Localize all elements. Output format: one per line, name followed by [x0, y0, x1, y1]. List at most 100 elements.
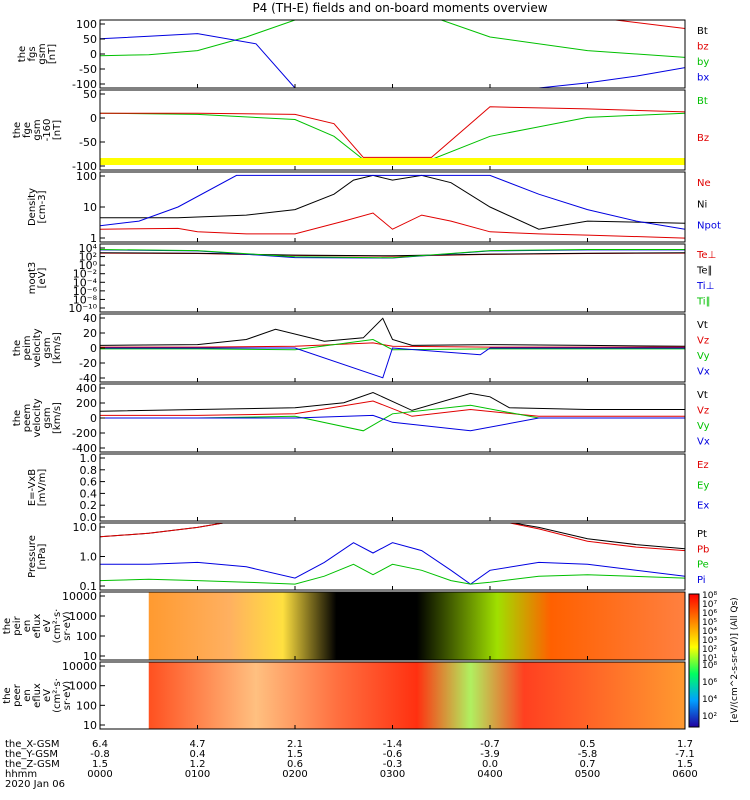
peem-ytick: -200 — [72, 427, 97, 440]
temperature-series-Te∥ — [100, 252, 685, 257]
density-legend-Ni: Ni — [697, 199, 707, 210]
pressure-ytick: 0.1 — [80, 580, 98, 593]
temperature-frame — [99, 243, 686, 313]
colorbar-tick: 10³ — [702, 636, 717, 646]
temperature-ylabel-line: moqt3 — [27, 262, 38, 295]
fge-ylabel-line: [nT] — [52, 120, 63, 140]
fge-legend-Bz: Bz — [697, 133, 709, 144]
ephem-cell: 0.5 — [580, 739, 596, 750]
peir-ylabel: thepeirenefluxeV(cm²·s·sr·eV) — [2, 609, 73, 644]
density-ytick: 10 — [83, 201, 97, 214]
fge-ylabel-line: fge — [22, 122, 33, 138]
ephem-row-label: hhmm — [5, 769, 37, 780]
fgs-ytick: -50 — [79, 63, 97, 76]
pressure-legend-Pi: Pi — [697, 575, 706, 586]
peir-ytick: 10000 — [62, 590, 97, 603]
peir-ytick: 100 — [76, 630, 97, 643]
colorbar-tick: 10⁸ — [702, 591, 717, 601]
peim-ytick: 20 — [83, 327, 97, 340]
pressure-series-Pe — [100, 563, 685, 585]
peir-ytick: 10 — [83, 650, 97, 663]
peem-legend-Vy: Vy — [697, 421, 710, 432]
colorbar2-tick: 10² — [702, 712, 717, 722]
efield-ylabel-line: [mV/m] — [37, 469, 48, 507]
density-ylabel-line: [cm-3] — [37, 190, 48, 223]
ephem-cell: 4.7 — [190, 739, 206, 750]
colorbar-tick: 10⁵ — [702, 618, 717, 628]
density-series-Ne — [100, 212, 685, 239]
ephem-cell: 0.6 — [287, 759, 303, 770]
fgs-series-by — [100, 20, 685, 58]
peim-ylabel-line: velocity — [32, 328, 43, 367]
pressure-legend-Pt: Pt — [697, 529, 707, 540]
colorbar-tick: 10¹ — [702, 654, 717, 664]
ephem-cell: 0400 — [477, 769, 502, 780]
peer-ylabel-line: en — [22, 689, 33, 702]
fgs-frame — [99, 19, 686, 89]
peim-legend-Vt: Vt — [697, 320, 708, 331]
pressure-ylabel: Pressure[nPa] — [27, 535, 48, 578]
peem-ytick: 400 — [76, 382, 97, 395]
density-frame — [99, 171, 686, 243]
peir-ylabel-line: peir — [12, 615, 23, 635]
peer-plot-area — [148, 662, 685, 729]
ephem-cell: 0100 — [185, 769, 210, 780]
temperature-series-Ti∥ — [100, 249, 685, 259]
peim-ytick: -20 — [79, 357, 97, 370]
fgs-ylabel-line: the — [17, 46, 28, 62]
peem-series-Vz — [100, 400, 685, 417]
temperature-legend-Te∥: Te∥ — [696, 266, 713, 277]
ephem-cell: 6.4 — [92, 739, 108, 750]
density-legend-Npot: Npot — [697, 221, 721, 232]
panel-peem: 400 200 0 -200 -400 thepeemvelocitygsm[km/s] V… — [12, 382, 710, 455]
pressure-series-Pi — [100, 542, 685, 585]
peem-ytick: 0 — [90, 412, 97, 425]
fge-series-Bz — [100, 106, 685, 158]
peim-ytick: -40 — [79, 372, 97, 385]
pressure-ylabel-line: Pressure — [27, 535, 38, 578]
ephem-cell: -3.9 — [480, 749, 500, 760]
panels-group: 100500-50-100thefgsgsm[nT]Btbzbybx500-50… — [2, 18, 740, 732]
efield-legend-Ex: Ex — [697, 501, 709, 512]
efield-ylabel: E=-VxB[mV/m] — [27, 469, 48, 507]
fge-ytick: 0 — [90, 112, 97, 125]
efield-ytick: 0.6 — [80, 476, 98, 489]
fge-ytick: -50 — [79, 136, 97, 149]
ephem-cell: -0.7 — [480, 739, 500, 750]
peem-legend-Vz: Vz — [697, 406, 709, 417]
density-ytick: 100 — [76, 170, 97, 183]
peer-spectrogram — [148, 662, 685, 729]
fgs-plot-area — [100, 20, 685, 88]
peem-ylabel-line: peem — [22, 404, 33, 432]
density-legend-Ne: Ne — [697, 178, 711, 189]
peem-plot-area — [100, 391, 685, 432]
temperature-ytick: 10⁻² — [73, 268, 97, 281]
efield-ytick: 0.2 — [80, 499, 98, 512]
pressure-legend-Pe: Pe — [697, 560, 709, 571]
ephem-cell: 1.7 — [677, 739, 693, 750]
peem-ylabel-line: velocity — [32, 398, 43, 437]
pressure-ytick: 10.0 — [73, 521, 98, 534]
peem-ylabel-line: the — [12, 410, 23, 426]
temperature-legend-Te⊥: Te⊥ — [696, 250, 716, 261]
ephem-cell: -7.1 — [675, 749, 695, 760]
peim-legend-Vx: Vx — [697, 367, 710, 378]
efield-ytick: 0.8 — [80, 464, 98, 477]
fgs-ytick: 50 — [83, 33, 97, 46]
panel-peir: 10000 1000 100 10 thepeirenefluxeV(cm²·s·sr·… — [2, 590, 686, 663]
density-series-Npot — [100, 174, 685, 230]
fgs-legend-by: by — [697, 57, 709, 68]
pressure-ytick: 1.0 — [80, 551, 98, 564]
efield-ylabel-line: E=-VxB — [27, 469, 38, 506]
peer-ylabel-line: peer — [12, 683, 23, 707]
ephem-cell: 1.5 — [677, 759, 693, 770]
peir-ylabel-line: eV — [42, 619, 53, 632]
peim-ylabel-line: peim — [22, 335, 33, 360]
ephem-cell: 1.5 — [287, 749, 303, 760]
fgs-series-bx — [100, 33, 685, 88]
fgs-ylabel: thefgsgsm[nT] — [17, 43, 58, 64]
density-ylabel-line: Density — [27, 188, 38, 226]
